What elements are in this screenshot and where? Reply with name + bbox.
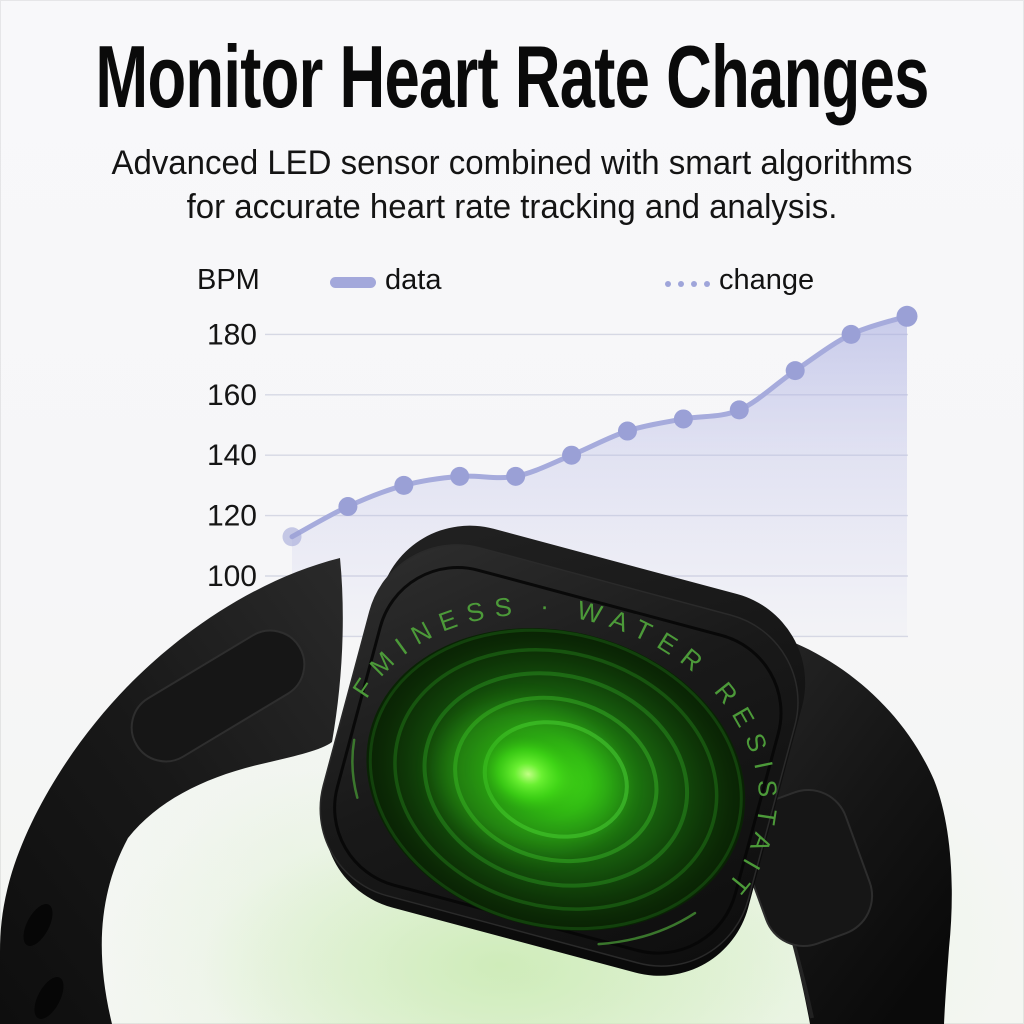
series-line <box>289 313 910 540</box>
data-point <box>841 324 861 344</box>
watch-body-group: FMINESS · WATER RESISTAIT <box>318 525 827 976</box>
engraving-arc-left <box>351 738 359 799</box>
smartwatch-image: FMINESS · WATER RESISTAIT <box>0 525 952 1024</box>
watch-strap-right <box>738 640 952 1024</box>
data-point <box>450 466 470 486</box>
legend-change-label: change <box>719 264 815 296</box>
sensor-ring <box>482 720 629 839</box>
legend-data-label: data <box>385 264 442 296</box>
sensor-ring <box>393 647 719 911</box>
data-point <box>617 421 637 441</box>
sensor-ring <box>453 695 659 864</box>
strap-hole <box>34 977 64 1019</box>
y-tick-label: 160 <box>207 379 257 412</box>
data-point <box>506 466 526 486</box>
data-point <box>562 445 582 465</box>
legend-data-line-swatch <box>330 277 376 288</box>
strap-hole <box>23 904 53 946</box>
sensor-ring <box>368 628 743 931</box>
data-point <box>729 400 749 420</box>
engraving-group: FMINESS · WATER RESISTAIT <box>318 541 827 946</box>
y-tick-label: 140 <box>207 439 257 472</box>
data-point <box>282 527 302 547</box>
sensor-ring <box>422 671 690 888</box>
data-point <box>896 305 918 327</box>
y-tick-label: 120 <box>207 500 257 533</box>
page-subtitle: Advanced LED sensor combined with smart … <box>0 141 1024 229</box>
legend-change-dots-swatch <box>665 281 710 287</box>
led-glow-bloom <box>438 705 621 850</box>
subtitle-line-1: Advanced LED sensor combined with smart … <box>111 144 913 182</box>
y-axis-unit-label: BPM <box>197 264 260 296</box>
page-title: Monitor Heart Rate Changes <box>95 27 929 126</box>
watch-strap-left <box>0 558 343 1024</box>
back-cover-seam <box>333 566 783 955</box>
led-sensor <box>366 628 746 931</box>
y-tick-label: 180 <box>207 318 257 351</box>
data-point <box>338 497 358 517</box>
strap-right-rim-light <box>750 723 814 1019</box>
strap-right-band <box>751 640 952 1024</box>
subtitle-line-2: for accurate heart rate tracking and ana… <box>186 188 838 226</box>
engraving-text: FMINESS · WATER RESISTAIT <box>318 541 827 912</box>
strap-left-groove <box>130 629 306 763</box>
data-point <box>673 409 693 429</box>
sensor-glass <box>366 628 746 931</box>
watch-front-edge <box>323 525 806 976</box>
strap-right-groove <box>738 788 874 948</box>
strap-left-band <box>0 558 343 1024</box>
series-area-fill <box>292 316 907 637</box>
data-point <box>394 475 414 495</box>
engraving-arc-right <box>597 911 697 946</box>
watch-back-cover <box>319 544 799 967</box>
led-core <box>467 725 590 824</box>
data-point <box>785 361 805 381</box>
y-tick-label: 100 <box>207 560 257 593</box>
